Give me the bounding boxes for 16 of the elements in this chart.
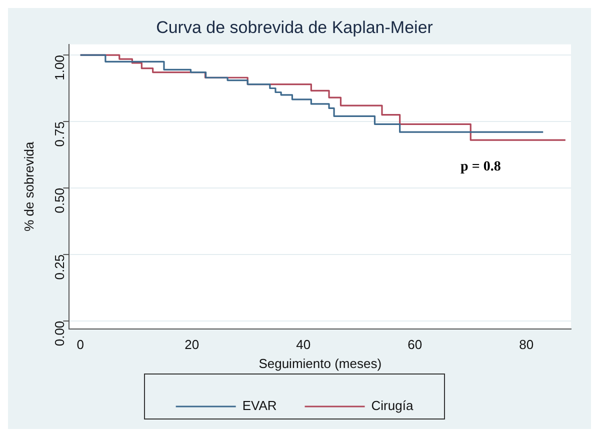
x-tick-label: 0	[76, 337, 84, 352]
y-tick-label: 0.75	[52, 121, 67, 147]
legend-label: EVAR	[242, 398, 277, 414]
x-tick-label: 60	[408, 337, 422, 352]
y-tick-label: 0.25	[52, 254, 67, 280]
legend-label: Cirugía	[371, 398, 414, 414]
y-tick-label: 0.00	[52, 320, 67, 346]
y-axis-title: % de sobrevida	[21, 141, 36, 232]
chart-title: Curva de sobrevida de Kaplan-Meier	[156, 18, 434, 37]
x-tick-label: 40	[296, 337, 311, 352]
x-axis-title: Seguimiento (meses)	[258, 356, 382, 371]
x-tick-label: 80	[519, 337, 534, 352]
annotation: p = 0.8	[460, 159, 501, 174]
y-tick-label: 0.50	[52, 188, 67, 214]
x-tick-label: 20	[184, 337, 200, 352]
y-tick-label: 1.00	[52, 55, 67, 80]
